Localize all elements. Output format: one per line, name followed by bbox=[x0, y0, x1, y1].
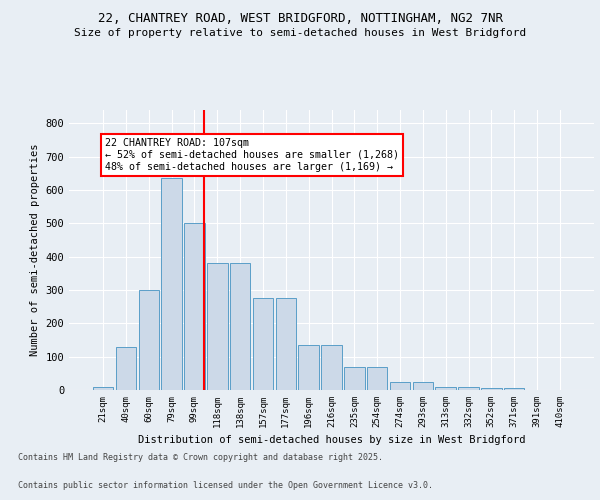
Bar bbox=[504, 388, 524, 390]
Bar bbox=[413, 382, 433, 390]
Bar bbox=[298, 345, 319, 390]
Bar bbox=[275, 298, 296, 390]
Bar bbox=[321, 345, 342, 390]
Bar bbox=[116, 346, 136, 390]
Y-axis label: Number of semi-detached properties: Number of semi-detached properties bbox=[30, 144, 40, 356]
Bar bbox=[93, 388, 113, 390]
Text: Size of property relative to semi-detached houses in West Bridgford: Size of property relative to semi-detach… bbox=[74, 28, 526, 38]
Bar bbox=[436, 386, 456, 390]
X-axis label: Distribution of semi-detached houses by size in West Bridgford: Distribution of semi-detached houses by … bbox=[138, 436, 525, 446]
Text: 22 CHANTREY ROAD: 107sqm
← 52% of semi-detached houses are smaller (1,268)
48% o: 22 CHANTREY ROAD: 107sqm ← 52% of semi-d… bbox=[105, 138, 399, 172]
Text: Contains HM Land Registry data © Crown copyright and database right 2025.: Contains HM Land Registry data © Crown c… bbox=[18, 454, 383, 462]
Bar bbox=[184, 224, 205, 390]
Bar bbox=[207, 264, 227, 390]
Bar bbox=[458, 386, 479, 390]
Bar bbox=[390, 382, 410, 390]
Bar bbox=[344, 366, 365, 390]
Bar bbox=[253, 298, 273, 390]
Bar bbox=[139, 290, 159, 390]
Text: 22, CHANTREY ROAD, WEST BRIDGFORD, NOTTINGHAM, NG2 7NR: 22, CHANTREY ROAD, WEST BRIDGFORD, NOTTI… bbox=[97, 12, 503, 26]
Bar bbox=[367, 366, 388, 390]
Text: Contains public sector information licensed under the Open Government Licence v3: Contains public sector information licen… bbox=[18, 481, 433, 490]
Bar bbox=[481, 388, 502, 390]
Bar bbox=[161, 178, 182, 390]
Bar bbox=[230, 264, 250, 390]
